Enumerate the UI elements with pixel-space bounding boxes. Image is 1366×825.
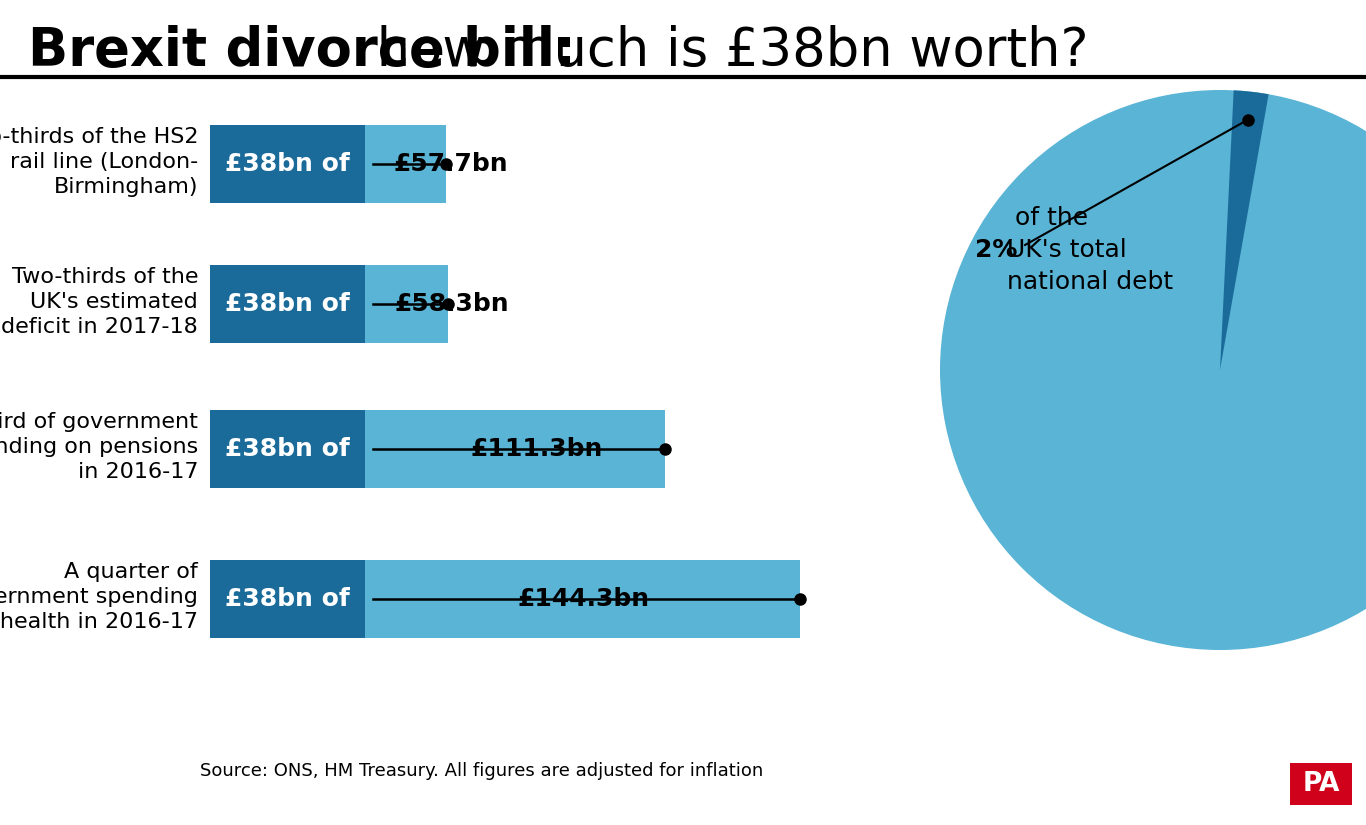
Text: £58.3bn: £58.3bn xyxy=(395,292,510,316)
Bar xyxy=(210,410,365,488)
Text: Source: ONS, HM Treasury. All figures are adjusted for inflation: Source: ONS, HM Treasury. All figures ar… xyxy=(199,762,764,780)
Circle shape xyxy=(940,90,1366,650)
Text: 2%: 2% xyxy=(975,238,1018,262)
Text: £38bn of: £38bn of xyxy=(225,152,350,176)
Text: £111.3bn: £111.3bn xyxy=(470,437,602,461)
Text: of the
UK's total
national debt: of the UK's total national debt xyxy=(1007,206,1173,294)
Text: £144.3bn: £144.3bn xyxy=(518,587,650,611)
Bar xyxy=(210,265,365,343)
Text: PA: PA xyxy=(1302,771,1340,797)
Text: how much is £38bn worth?: how much is £38bn worth? xyxy=(361,25,1089,77)
Text: £57.7bn: £57.7bn xyxy=(393,152,508,176)
Bar xyxy=(1290,763,1352,805)
Text: £38bn of: £38bn of xyxy=(225,437,350,461)
Bar xyxy=(210,125,445,203)
Text: Brexit divorce bill:: Brexit divorce bill: xyxy=(27,25,576,77)
Text: £38bn of: £38bn of xyxy=(225,292,350,316)
Text: A third of government
spending on pensions
in 2016-17: A third of government spending on pensio… xyxy=(0,412,198,482)
Wedge shape xyxy=(1220,90,1269,370)
Bar xyxy=(210,265,448,343)
Bar xyxy=(210,125,365,203)
Bar xyxy=(210,560,365,638)
Text: A quarter of
government spending
on health in 2016-17: A quarter of government spending on heal… xyxy=(0,562,198,632)
Text: £38bn of: £38bn of xyxy=(225,587,350,611)
Text: Two-thirds of the HS2
rail line (London-
Birmingham): Two-thirds of the HS2 rail line (London-… xyxy=(0,127,198,197)
Bar xyxy=(210,410,665,488)
Text: Two-thirds of the
UK's estimated
deficit in 2017-18: Two-thirds of the UK's estimated deficit… xyxy=(1,267,198,337)
Bar xyxy=(210,560,800,638)
